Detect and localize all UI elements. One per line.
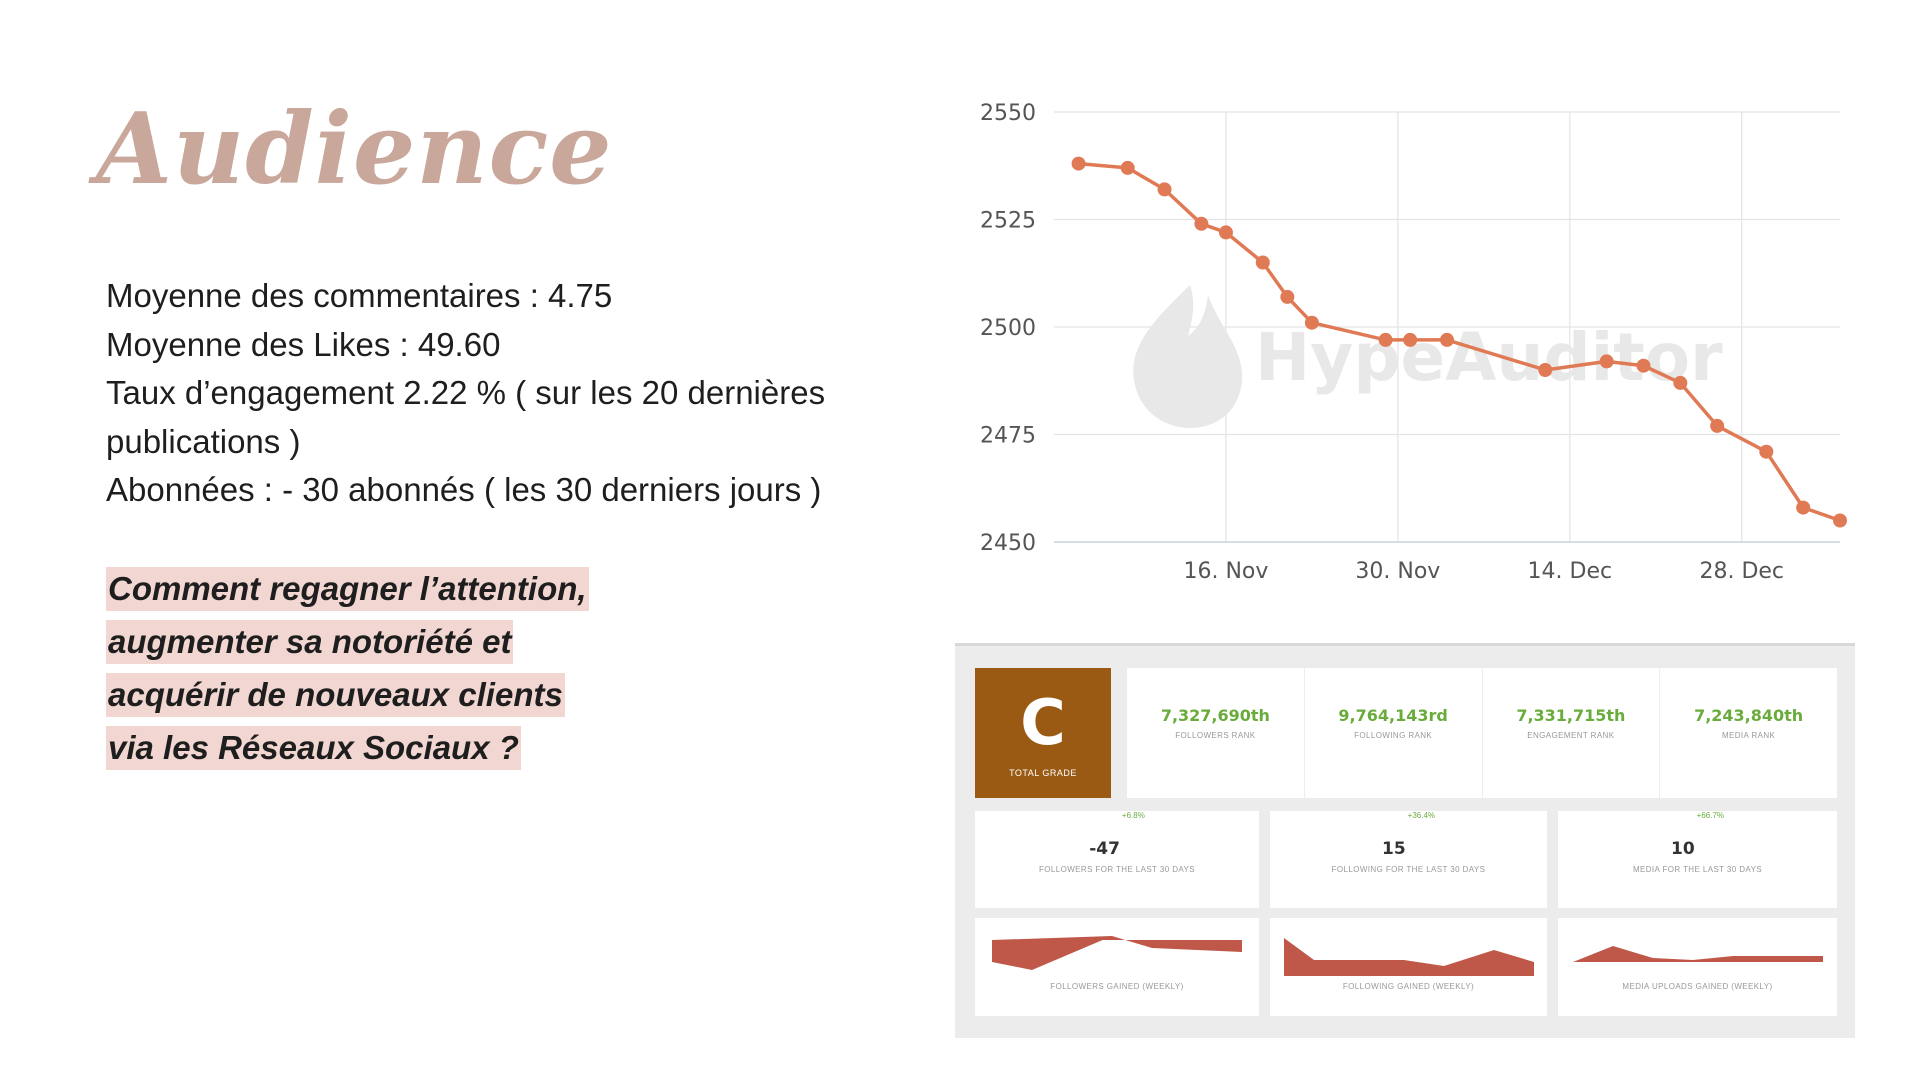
delta-percent: +6.8% bbox=[1121, 811, 1145, 820]
sparkline-following: FOLLOWING GAINED (WEEKLY) bbox=[1270, 918, 1547, 1016]
grade-label: TOTAL GRADE bbox=[1009, 768, 1077, 778]
delta-following: 15 +36.4% FOLLOWING FOR THE LAST 30 DAYS bbox=[1270, 811, 1547, 908]
rank-value: 7,331,715th bbox=[1516, 706, 1626, 725]
rank-media: 7,243,840th MEDIA RANK bbox=[1660, 668, 1837, 798]
delta-label: FOLLOWING FOR THE LAST 30 DAYS bbox=[1331, 865, 1486, 874]
rank-value: 7,327,690th bbox=[1160, 706, 1270, 725]
question-line-1: Comment regagner l’attention, bbox=[106, 567, 589, 611]
data-point bbox=[1710, 418, 1725, 433]
hypeauditor-watermark: HypeAuditor bbox=[1133, 285, 1723, 428]
sparkline-chart bbox=[1283, 938, 1534, 976]
delta-value: 15 bbox=[1381, 839, 1406, 859]
chart-axes: 2450 2475 2500 2525 2550 16. Nov 30. Nov 14. De… bbox=[980, 101, 1840, 584]
rank-value: 9,764,143rd bbox=[1338, 706, 1448, 725]
delta-label: FOLLOWERS FOR THE LAST 30 DAYS bbox=[1038, 865, 1196, 874]
stat-likes: Moyenne des Likes : 49.60 bbox=[106, 325, 501, 363]
delta-followers: -47 +6.8% FOLLOWERS FOR THE LAST 30 DAYS bbox=[975, 811, 1259, 908]
stat-comments: Moyenne des commentaires : 4.75 bbox=[106, 277, 613, 314]
stat-followers: Abonnées : - 30 abonnés ( les 30 dernier… bbox=[106, 471, 822, 508]
question-block: Comment regagner l’attention, augmenter … bbox=[106, 567, 666, 779]
data-point bbox=[1759, 444, 1774, 459]
data-point bbox=[1796, 500, 1811, 515]
y-tick-label: 2550 bbox=[980, 101, 1036, 126]
sparkline-area bbox=[992, 936, 1112, 970]
data-point bbox=[1833, 513, 1847, 528]
rank-following: 9,764,143rd FOLLOWING RANK bbox=[1305, 668, 1483, 798]
rank-label: FOLLOWING RANK bbox=[1354, 731, 1433, 740]
sparkline-area bbox=[1572, 946, 1823, 962]
stats-panel: C TOTAL GRADE 7,327,690th FOLLOWERS RANK… bbox=[955, 643, 1855, 1038]
delta-percent: +66.7% bbox=[1696, 811, 1725, 820]
data-point bbox=[1194, 216, 1209, 231]
question-line-4: via les Réseaux Sociaux ? bbox=[106, 726, 521, 770]
x-tick-label: 16. Nov bbox=[1183, 559, 1268, 584]
data-point bbox=[1280, 289, 1295, 304]
delta-media: 10 +66.7% MEDIA FOR THE LAST 30 DAYS bbox=[1558, 811, 1837, 908]
data-point bbox=[1120, 160, 1135, 175]
sparkline-area bbox=[1283, 938, 1534, 976]
data-point bbox=[1071, 156, 1086, 171]
rank-label: FOLLOWERS RANK bbox=[1175, 731, 1256, 740]
rank-label: ENGAGEMENT RANK bbox=[1527, 731, 1615, 740]
y-tick-label: 2475 bbox=[980, 424, 1036, 449]
stat-engagement: Taux d’engagement 2.22 % ( sur les 20 de… bbox=[106, 374, 826, 411]
delta-value: 10 bbox=[1670, 839, 1695, 859]
rank-label: MEDIA RANK bbox=[1721, 731, 1776, 740]
x-tick-label: 30. Nov bbox=[1355, 559, 1440, 584]
sparkline-chart bbox=[992, 936, 1242, 970]
flame-icon bbox=[1133, 285, 1243, 428]
stat-engagement-cont: publications ) bbox=[106, 422, 301, 460]
rank-engagement: 7,331,715th ENGAGEMENT RANK bbox=[1483, 668, 1661, 798]
data-point bbox=[1255, 255, 1270, 270]
data-point bbox=[1599, 354, 1614, 369]
grade-letter: C bbox=[1020, 686, 1066, 759]
question-line-3: acquérir de nouveaux clients bbox=[106, 673, 565, 717]
sparkline-label: FOLLOWING GAINED (WEEKLY) bbox=[1342, 982, 1475, 991]
y-tick-label: 2450 bbox=[980, 531, 1036, 556]
delta-value: -47 bbox=[1089, 839, 1120, 859]
sparkline-followers: FOLLOWERS GAINED (WEEKLY) bbox=[975, 918, 1259, 1016]
data-point bbox=[1304, 315, 1319, 330]
rank-followers: 7,327,690th FOLLOWERS RANK bbox=[1127, 668, 1305, 798]
y-tick-label: 2525 bbox=[980, 209, 1036, 234]
data-point bbox=[1403, 332, 1418, 347]
x-tick-label: 14. Dec bbox=[1528, 559, 1613, 584]
slide-title: Audience bbox=[96, 92, 613, 207]
question-line-2: augmenter sa notoriété et bbox=[106, 620, 514, 664]
data-point bbox=[1673, 375, 1688, 390]
data-point bbox=[1636, 358, 1651, 373]
delta-percent: +36.4% bbox=[1407, 811, 1436, 820]
data-point bbox=[1218, 225, 1233, 240]
sparkline-label: MEDIA UPLOADS GAINED (WEEKLY) bbox=[1622, 982, 1773, 991]
sparkline-label: FOLLOWERS GAINED (WEEKLY) bbox=[1050, 982, 1184, 991]
followers-line-chart: HypeAuditor 2450 2475 2500 2525 2550 16. Nov 3… bbox=[980, 101, 1847, 584]
y-tick-label: 2500 bbox=[980, 316, 1036, 341]
sparkline-media: MEDIA UPLOADS GAINED (WEEKLY) bbox=[1558, 918, 1837, 1016]
chart-series bbox=[1071, 156, 1847, 528]
total-grade-card: C TOTAL GRADE bbox=[975, 668, 1111, 798]
data-point bbox=[1538, 363, 1553, 377]
data-point bbox=[1378, 332, 1393, 347]
rank-value: 7,243,840th bbox=[1694, 706, 1804, 725]
x-tick-label: 28. Dec bbox=[1699, 559, 1784, 584]
data-point bbox=[1440, 332, 1454, 347]
watermark-text: HypeAuditor bbox=[1255, 319, 1723, 396]
delta-label: MEDIA FOR THE LAST 30 DAYS bbox=[1632, 865, 1763, 874]
ranks-row: 7,327,690th FOLLOWERS RANK 9,764,143rd F… bbox=[1127, 668, 1837, 798]
data-point bbox=[1157, 182, 1172, 197]
sparkline-chart bbox=[1572, 946, 1823, 962]
stats-block: Moyenne des commentaires : 4.75 Moyenne … bbox=[106, 272, 866, 515]
